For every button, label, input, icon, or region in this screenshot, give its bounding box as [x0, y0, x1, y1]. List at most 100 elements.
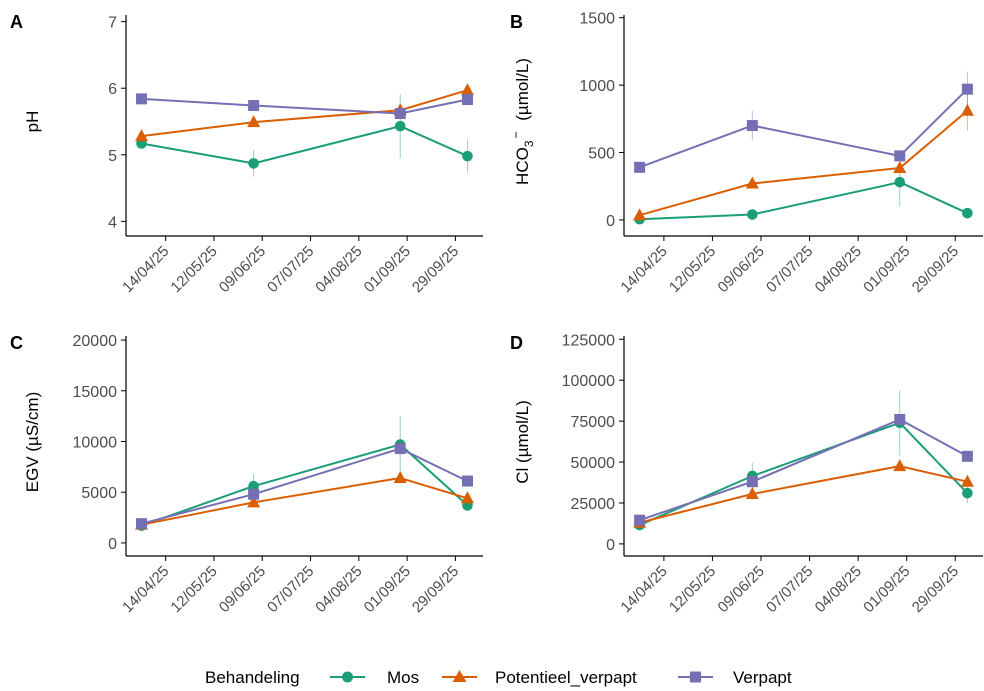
- series-mos: [136, 94, 473, 177]
- legend-title: Behandeling: [205, 668, 300, 687]
- x-tick-label: 09/06/25: [715, 243, 768, 296]
- y-axis-title: EGV (µS/cm): [23, 392, 42, 492]
- y-tick-label: 0: [606, 213, 615, 230]
- series-line-verpapt: [142, 99, 468, 114]
- panel-tag: D: [510, 333, 523, 353]
- panel-a: A456714/04/2512/05/2509/06/2507/07/2504/…: [10, 12, 483, 296]
- series-line-verpapt: [640, 89, 968, 167]
- data-point: [248, 489, 259, 500]
- x-tick-label: 29/09/25: [909, 243, 962, 296]
- data-point: [394, 471, 407, 483]
- legend-marker-verpapt: [690, 672, 701, 683]
- series-potentieel-verpapt: [633, 459, 974, 527]
- y-tick-label: 100000: [562, 373, 615, 390]
- panel-tag: B: [510, 12, 523, 32]
- x-tick-label: 14/04/25: [617, 243, 670, 296]
- x-tick-label: 01/09/25: [361, 563, 414, 616]
- panel-b: B 0 500 1000 1500 14/04/2512/05/2509/06/2507/…: [509, 11, 983, 296]
- legend-item-verpapt: Verpapt: [678, 668, 792, 687]
- data-point: [248, 158, 259, 169]
- data-point: [462, 94, 473, 105]
- data-point: [894, 177, 905, 188]
- data-point: [894, 414, 905, 425]
- x-tick-label: 01/09/25: [361, 243, 414, 296]
- x-tick-label: 12/05/25: [666, 563, 719, 616]
- y-tick-label: 500: [588, 146, 615, 163]
- x-tick-label: 07/07/25: [264, 563, 317, 616]
- data-point: [395, 443, 406, 454]
- data-point: [962, 451, 973, 462]
- x-tick-label: 04/08/25: [812, 243, 865, 296]
- x-tick-label: 04/08/25: [812, 563, 865, 616]
- y-tick-label: 25000: [571, 496, 616, 513]
- legend-marker-mos: [342, 672, 353, 683]
- x-tick-label: 01/09/25: [860, 243, 913, 296]
- y-axis-title: HCO3− (µmol/L): [509, 58, 536, 185]
- y-tick-label: 0: [606, 537, 615, 554]
- series-mos: [136, 416, 473, 531]
- x-tick-label: 01/09/25: [860, 563, 913, 616]
- data-point: [136, 518, 147, 529]
- series-potentieel-verpapt: [135, 83, 474, 141]
- x-tick-label: 09/06/25: [216, 243, 269, 296]
- y-axis-title: pH: [23, 111, 42, 133]
- y-tick-label: 125000: [562, 332, 615, 349]
- data-point: [894, 150, 905, 161]
- series-mos: [634, 158, 972, 225]
- x-tick-label: 09/06/25: [216, 563, 269, 616]
- data-point: [462, 151, 473, 162]
- data-point: [962, 488, 973, 499]
- series-line-potentieel-verpapt: [142, 90, 468, 136]
- legend: Behandeling Mos Potentieel_verpapt Verpa…: [205, 668, 792, 687]
- x-tick-label: 04/08/25: [312, 243, 365, 296]
- data-point: [461, 83, 474, 95]
- x-tick-label: 07/07/25: [763, 243, 816, 296]
- data-point: [136, 93, 147, 104]
- y-tick-label: 1500: [579, 11, 615, 28]
- series-verpapt: [136, 93, 473, 119]
- y-tick-label: 5000: [81, 485, 117, 502]
- y-tick-label: 0: [108, 536, 117, 553]
- data-point: [395, 121, 406, 132]
- x-tick-label: 12/05/25: [666, 243, 719, 296]
- series-potentieel-verpapt: [633, 90, 974, 220]
- legend-item-mos: Mos: [330, 668, 419, 687]
- data-point: [747, 476, 758, 487]
- y-tick-label: 7: [108, 15, 117, 32]
- data-point: [634, 162, 645, 173]
- y-tick-label: 20000: [73, 333, 118, 350]
- x-tick-label: 12/05/25: [167, 243, 220, 296]
- y-tick-label: 4: [108, 214, 117, 231]
- y-tick-label: 1000: [579, 78, 615, 95]
- y-axis-title: Cl (µmol/L): [513, 400, 532, 483]
- y-tick-label: 15000: [73, 384, 118, 401]
- legend-label-mos: Mos: [387, 668, 419, 687]
- y-tick-label: 75000: [571, 414, 616, 431]
- y-tick-label: 6: [108, 81, 117, 98]
- panel-tag: A: [10, 12, 23, 32]
- legend-label-verpapt: Verpapt: [733, 668, 792, 687]
- data-point: [634, 515, 645, 526]
- series-potentieel-verpapt: [135, 471, 474, 530]
- x-tick-label: 14/04/25: [119, 563, 172, 616]
- legend-label-potentieel-verpapt: Potentieel_verpapt: [495, 668, 637, 687]
- data-point: [462, 476, 473, 487]
- series-verpapt: [634, 414, 973, 526]
- y-tick-label: 50000: [571, 455, 616, 472]
- data-point: [893, 161, 906, 173]
- series-verpapt: [634, 72, 973, 173]
- series-line-potentieel-verpapt: [640, 466, 968, 522]
- x-tick-label: 29/09/25: [409, 243, 462, 296]
- data-point: [962, 84, 973, 95]
- x-tick-label: 07/07/25: [763, 563, 816, 616]
- x-tick-label: 09/06/25: [715, 563, 768, 616]
- data-point: [962, 208, 973, 219]
- series-line-potentieel-verpapt: [142, 478, 468, 525]
- data-point: [747, 209, 758, 220]
- series-line-mos: [142, 126, 468, 163]
- x-tick-label: 14/04/25: [617, 563, 670, 616]
- y-tick-label: 10000: [73, 434, 118, 451]
- legend-item-potentieel-verpapt: Potentieel_verpapt: [442, 668, 637, 687]
- x-tick-label: 07/07/25: [264, 243, 317, 296]
- panel-d: D 0 25000 50000 75000 100000 125000 14/04/2512/…: [510, 332, 983, 616]
